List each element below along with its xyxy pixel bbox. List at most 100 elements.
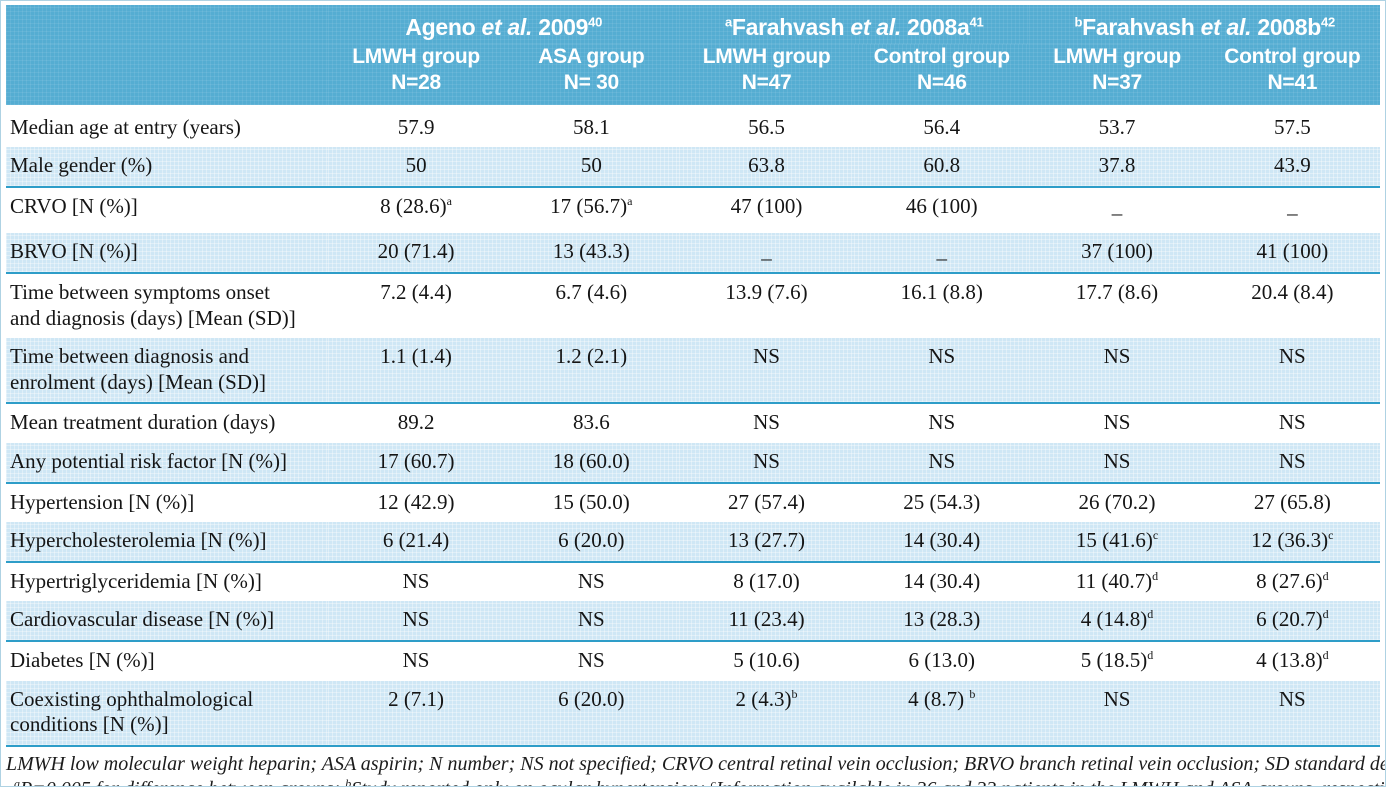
data-cell: 58.1 [504, 107, 679, 148]
cell-value: _ [1287, 193, 1298, 218]
header-corner-cell [6, 5, 329, 44]
footnote-text: Information available in 36 and 33 patie… [716, 778, 1385, 786]
data-cell: NS [1204, 442, 1380, 484]
row-label: Hypertension [N (%)] [6, 483, 328, 523]
cell-value: 46 (100) [905, 193, 978, 218]
row-label: BRVO [N (%)] [6, 233, 329, 274]
row-label-line: CRVO [N (%)] [10, 193, 138, 218]
cell-value: NS [753, 344, 780, 369]
group-n: N=47 [741, 71, 792, 95]
cell-value: 6 (21.4) [382, 528, 450, 553]
cell-value: 47 (100) [730, 193, 803, 218]
data-cell: NS [504, 562, 679, 602]
row-label: Male gender (%) [6, 147, 329, 188]
cell-value: 13 (27.7) [728, 528, 806, 553]
cell-value: NS [1278, 344, 1306, 369]
data-cell: 5 (18.5)d [1029, 641, 1204, 681]
row-label-line: Hypertriglyceridemia [N (%)] [10, 568, 262, 593]
row-label-line: Time between symptoms onset [10, 279, 270, 304]
data-cell: 8 (27.6)d [1205, 562, 1380, 602]
data-cell: 1.1 (1.4) [328, 338, 504, 405]
cell-value: 8 (27.6) [1256, 568, 1323, 593]
cell-value: 37 (100) [1081, 239, 1153, 264]
data-cell: NS [1029, 403, 1204, 443]
data-cell: NS [504, 641, 679, 681]
group-header-lmwh-2008b: LMWH group N=37 [1029, 44, 1205, 109]
row-label: Coexisting ophthalmological conditions [N… [6, 680, 329, 747]
data-cell: 6 (20.0) [503, 680, 679, 747]
cell-value: 20.4 (8.4) [1251, 279, 1334, 304]
study-etal: et al. [481, 14, 533, 40]
footnote-marker: b [345, 776, 352, 787]
data-cell: 12 (42.9) [328, 483, 503, 523]
data-cell: 53.7 [1029, 107, 1204, 148]
group-n: N=28 [391, 71, 441, 95]
row-label: Any potential risk factor [N (%)] [6, 442, 329, 484]
table-row: Cardiovascular disease [N (%)] NS NS 11 (23… [6, 601, 1380, 643]
footnote-line: aP=0.005 for difference between groups; … [6, 776, 1385, 787]
cell-value: 57.9 [397, 114, 435, 139]
cell-value: 6 (20.7) [1256, 607, 1323, 632]
row-label: Time between diagnosis and enrolment (day… [6, 338, 329, 405]
data-cell: 57.9 [328, 107, 503, 148]
cell-value: 50 [405, 153, 427, 178]
data-cell: 20 (71.4) [328, 233, 504, 274]
data-cell: NS [1029, 338, 1205, 405]
data-cell: NS [678, 442, 855, 484]
cell-value: 1.1 (1.4) [380, 344, 452, 369]
row-label-line: Time between diagnosis and [10, 344, 249, 369]
cell-value: 56.5 [748, 114, 785, 139]
data-cell: 20.4 (8.4) [1205, 273, 1380, 338]
cell-value: 6.7 (4.6) [555, 279, 628, 304]
row-label-line: Hypertension [N (%)] [10, 489, 195, 514]
data-cell: 13 (27.7) [678, 522, 855, 563]
data-cell: NS [854, 403, 1029, 443]
footnote-marker: d [1322, 568, 1329, 583]
group-n: N=37 [1092, 71, 1142, 95]
data-cell: 37 (100) [1029, 233, 1205, 274]
footnote-text: P=0.005 for difference between groups; [20, 778, 345, 786]
study-year: 2008a [900, 14, 970, 40]
cell-value: 5 (10.6) [733, 648, 800, 673]
data-cell: NS [503, 601, 679, 643]
data-cell: 43.9 [1204, 147, 1380, 188]
row-label-line: Any potential risk factor [N (%)] [10, 448, 287, 473]
footnote-marker: d [1322, 607, 1329, 622]
cell-value: 7.2 (4.4) [380, 279, 452, 304]
study-comparison-table: Ageno et al. 200940 aFarahvash et al. 20… [6, 5, 1380, 747]
data-cell: 13 (43.3) [503, 233, 679, 274]
cell-value: _ [936, 239, 948, 264]
cell-value: NS [928, 410, 956, 435]
table-row: CRVO [N (%)] 8 (28.6)a 17 (56.7)a 47 (100) 4… [6, 187, 1380, 234]
data-cell: NS [1204, 338, 1380, 405]
data-cell: 2 (7.1) [328, 680, 504, 747]
cell-value: 14 (30.4) [903, 528, 981, 553]
data-cell: 2 (4.3)b [678, 680, 855, 747]
study-etal: et al. [850, 14, 901, 40]
table-row: Time between symptoms onset and diagnosis… [6, 273, 1380, 338]
table-row: Any potential risk factor [N (%)] 17 (60.… [6, 442, 1380, 484]
group-header-control-2008b: Control group N=41 [1204, 44, 1380, 109]
study-header-row: Ageno et al. 200940 aFarahvash et al. 20… [6, 5, 1380, 44]
group-n: N=41 [1267, 71, 1318, 95]
cell-value: 50 [580, 153, 602, 178]
data-cell: 16.1 (8.8) [854, 273, 1029, 338]
footnote-marker: c [1328, 528, 1334, 543]
group-label: ASA group [538, 45, 645, 68]
group-label: Control group [1224, 45, 1361, 68]
data-cell: 4 (14.8)d [1029, 601, 1205, 643]
cell-value: 37.8 [1098, 153, 1136, 178]
cell-value: 18 (60.0) [552, 448, 630, 473]
footnote-marker: a [627, 193, 633, 208]
table-row: Hypertension [N (%)] 12 (42.9) 15 (50.0) 27… [6, 483, 1380, 523]
data-cell: 17 (60.7) [328, 442, 504, 484]
cell-value: 57.5 [1273, 114, 1311, 139]
data-cell: 4 (13.8)d [1205, 641, 1380, 681]
data-cell: 6 (21.4) [328, 522, 504, 563]
footnote-marker: b [969, 686, 976, 701]
row-label-line: conditions [N (%)] [10, 712, 169, 737]
data-cell: NS [1205, 403, 1380, 443]
data-cell: 8 (28.6)a [328, 187, 503, 234]
row-label-line: BRVO [N (%)] [10, 239, 138, 264]
data-cell: 41 (100) [1204, 233, 1380, 274]
